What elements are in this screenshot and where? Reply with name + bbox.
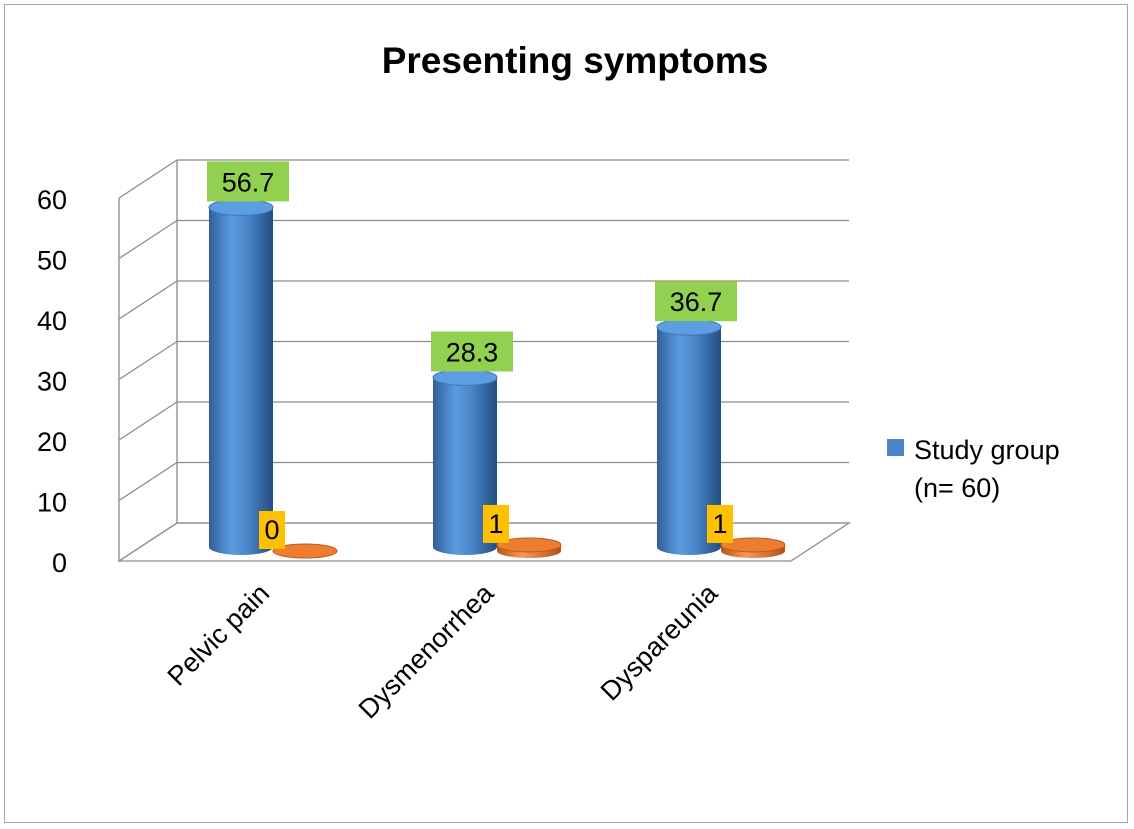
chart-title: Presenting symptoms [382, 40, 769, 81]
bar-dyspareunia-study [656, 318, 722, 555]
y-tick-label: 10 [37, 488, 67, 518]
data-label-bg [483, 504, 509, 543]
gridline-side [118, 401, 178, 441]
data-label: 36.7 [670, 287, 723, 317]
bar-top [208, 198, 274, 216]
bar-body [657, 327, 721, 555]
data-label-bg [259, 511, 285, 549]
chart-bars [208, 198, 786, 559]
y-tick-label: 50 [37, 246, 67, 276]
legend-label: Study group [914, 435, 1060, 465]
bar-top [496, 537, 562, 553]
bar-pelvic-pain-series2 [272, 543, 338, 559]
y-tick-label: 60 [37, 185, 67, 215]
bar-top [272, 543, 338, 559]
data-label-bg [207, 161, 289, 202]
data-label: 1 [712, 509, 727, 539]
bar-body [209, 207, 273, 555]
bar-dysmenorrhea-study [432, 368, 498, 555]
gridline-side [118, 280, 178, 320]
bar-body [433, 377, 497, 555]
x-category-label: Dyspareunia [595, 577, 724, 706]
y-tick-label: 20 [37, 427, 67, 457]
bar-pelvic-pain-study [208, 198, 274, 555]
gridline-side [118, 461, 178, 502]
data-label: 0 [264, 515, 279, 545]
x-category-label: Pelvic pain [162, 578, 276, 692]
gridline-side [118, 159, 178, 199]
chart-legend: Study group (n= 60) [887, 435, 1060, 503]
legend-label: (n= 60) [914, 473, 1000, 503]
legend-swatch [887, 439, 904, 456]
bar-top [720, 537, 786, 553]
data-label-bg [707, 504, 733, 543]
gridline-side [118, 340, 178, 381]
data-label: 56.7 [222, 167, 275, 197]
bar-top [656, 318, 722, 336]
data-label-bg [655, 281, 737, 322]
data-label: 28.3 [446, 337, 499, 367]
data-label: 1 [488, 509, 503, 539]
y-tick-label: 40 [37, 306, 67, 336]
chart-svg: Presenting symptoms 0 10 20 30 40 50 60 56.7 0 P… [37, 40, 1060, 724]
gridline-side [118, 219, 178, 260]
chart-frame: Presenting symptoms 0 10 20 30 40 50 60 56.7 0 P… [4, 4, 1128, 823]
data-label-bg [431, 331, 513, 372]
y-tick-label: 30 [37, 367, 67, 397]
x-category-label: Dysmenorrhea [353, 577, 500, 724]
bar-top [432, 368, 498, 386]
y-tick-label: 0 [52, 548, 67, 578]
bar-dysmenorrhea-series2 [496, 537, 562, 558]
chart-floor [116, 522, 852, 562]
bar-dyspareunia-series2 [720, 537, 786, 558]
